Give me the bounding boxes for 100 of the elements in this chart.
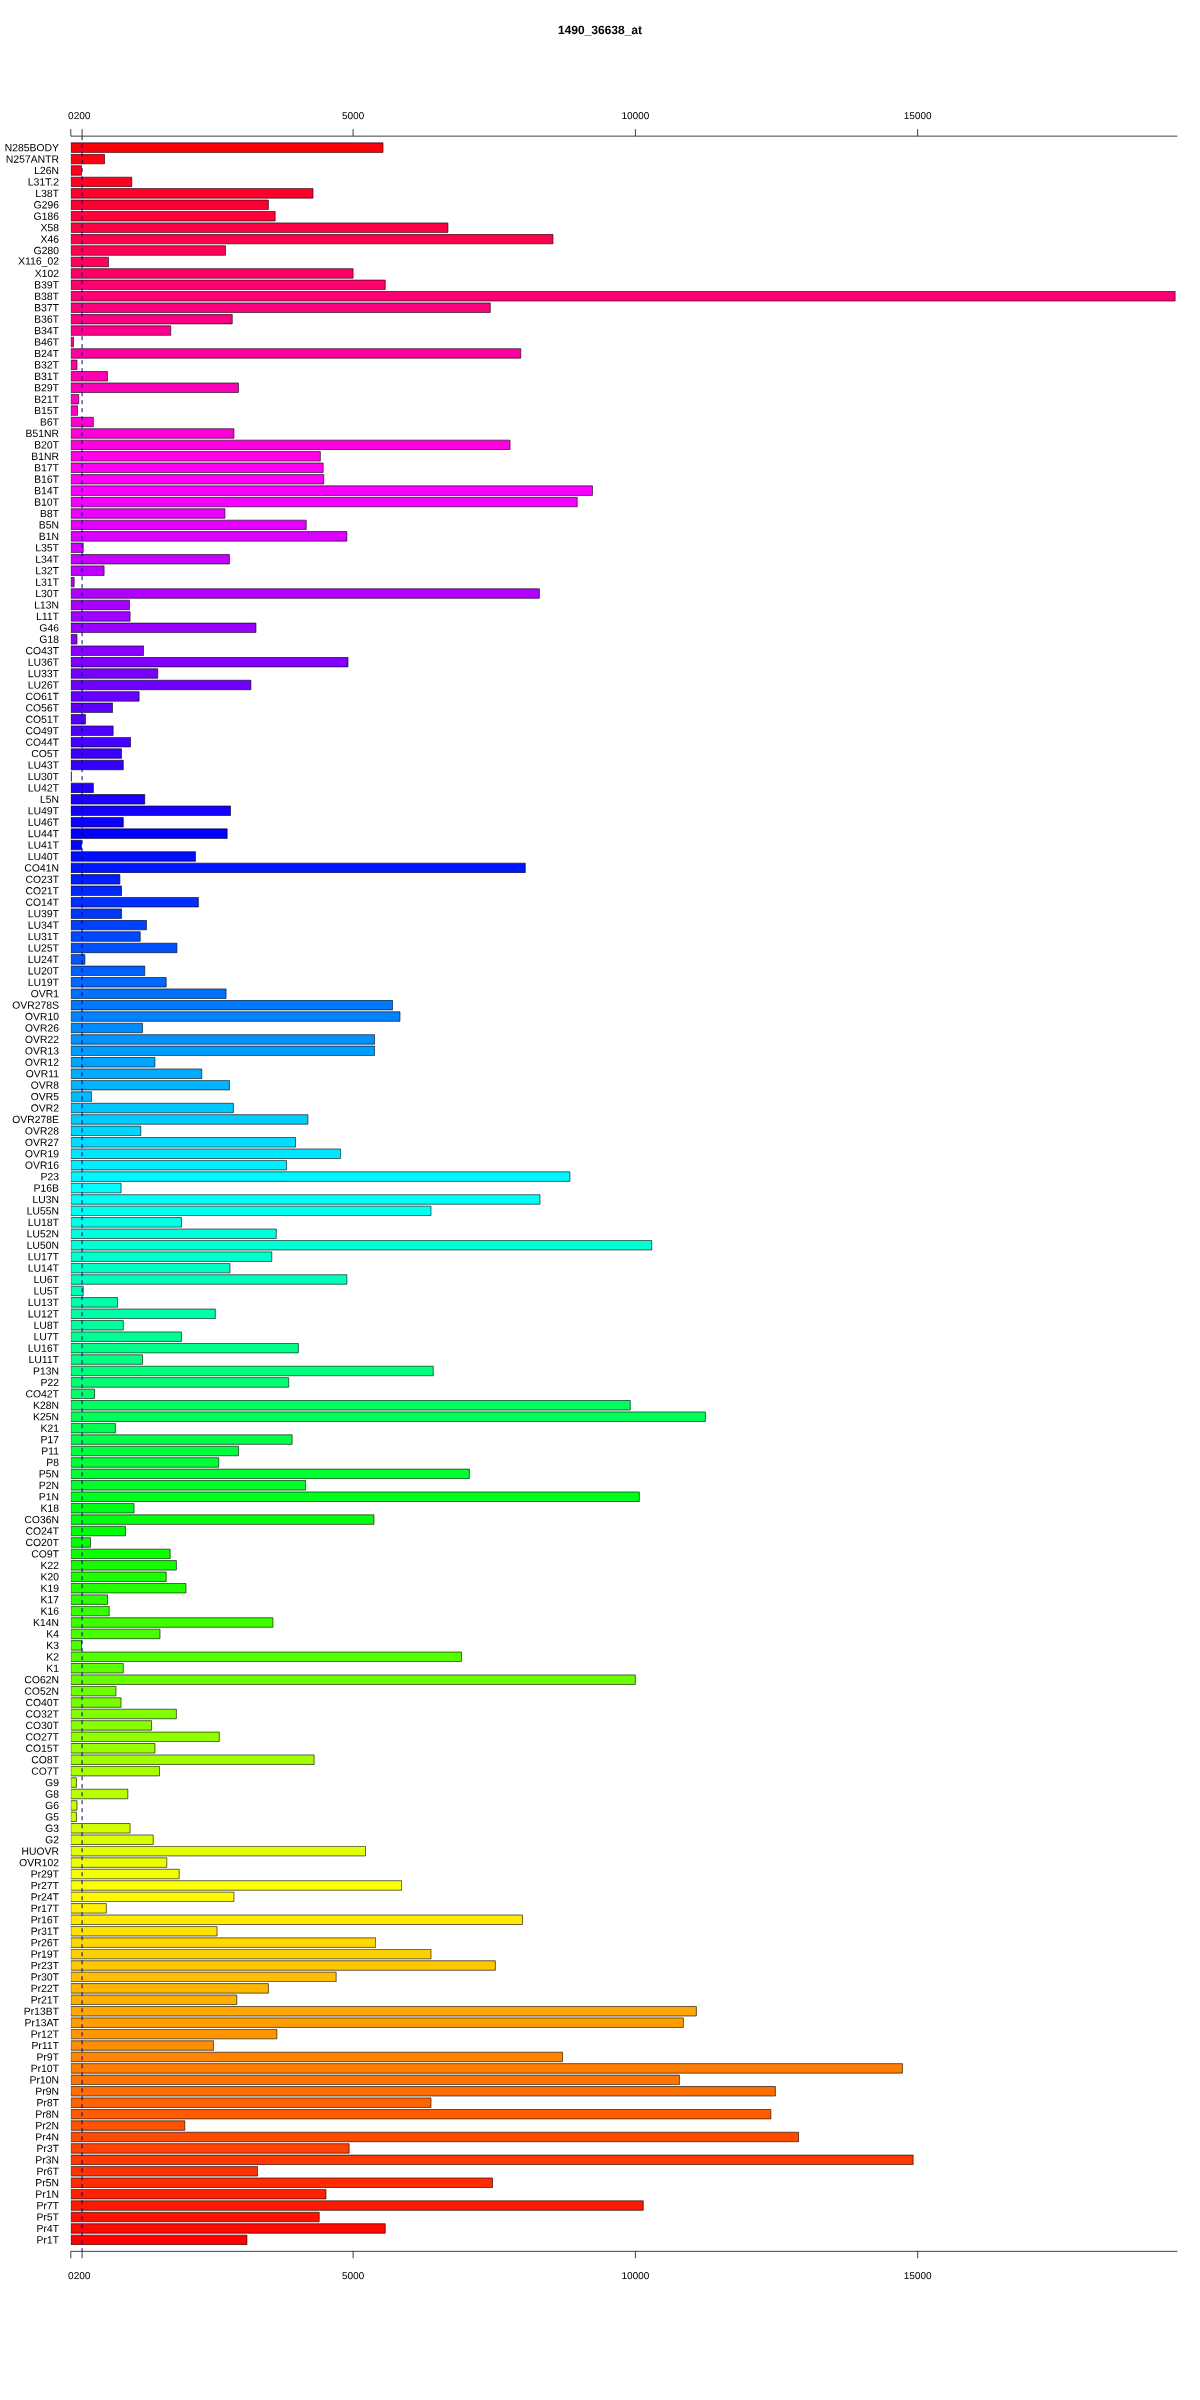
y-tick-label: Pr3T xyxy=(37,2144,59,2153)
y-tick-label: Pr27T xyxy=(31,1881,59,1890)
y-tick-label: B10T xyxy=(35,498,59,506)
y-tick-label: LU50N xyxy=(27,1241,59,1249)
y-tick-label: X116_02 xyxy=(18,257,59,267)
y-tick-label: Pr1T xyxy=(37,2236,59,2244)
y-tick-label: CO32T xyxy=(26,1710,59,1718)
x-tick-label: 10000 xyxy=(622,112,649,120)
y-tick-label: OVR13 xyxy=(25,1047,59,1055)
y-tick-label: Pr22T xyxy=(31,1984,59,1992)
y-tick-label: P23 xyxy=(41,1172,59,1181)
y-tick-label: K22 xyxy=(41,1561,59,1569)
y-tick-label: LU25T xyxy=(28,944,59,952)
y-tick-label: Pr9N xyxy=(36,2087,59,2095)
y-tick-label: OVR1 xyxy=(31,990,59,998)
y-tick-label: B17T xyxy=(35,464,59,472)
y-tick-label: LU18T xyxy=(28,1218,59,1227)
y-tick-label: B29T xyxy=(35,384,59,392)
y-tick-label: Pr17T xyxy=(31,1904,59,1912)
y-tick-label: CO51T xyxy=(26,715,59,723)
y-tick-label: L31T xyxy=(36,578,59,586)
y-tick-label: Pr3N xyxy=(36,2156,59,2164)
y-tick-label: CO40T xyxy=(26,1698,59,1707)
y-tick-label: B51NR xyxy=(26,429,59,438)
y-tick-label: CO15T xyxy=(26,1744,59,1752)
y-tick-label: Pr10N xyxy=(30,2076,59,2084)
y-tick-label: LU49T xyxy=(28,807,59,815)
y-tick-label: L35T xyxy=(36,544,59,552)
y-tick-label: LU33T xyxy=(28,669,59,678)
y-tick-label: L30T xyxy=(36,589,59,598)
y-tick-label: G18 xyxy=(39,635,59,643)
y-tick-label: Pr8T xyxy=(37,2099,59,2107)
y-tick-label: LU16T xyxy=(28,1344,59,1352)
y-tick-label: Pr4N xyxy=(36,2133,59,2141)
y-tick-label: K3 xyxy=(47,1641,59,1650)
y-tick-label: B8T xyxy=(40,509,59,518)
y-tick-label: P1N xyxy=(39,1493,59,1501)
y-tick-label: P8 xyxy=(47,1458,59,1467)
y-tick-label: CO42T xyxy=(26,1390,59,1398)
y-tick-label: B1NR xyxy=(32,452,59,460)
y-tick-label: Pr8N xyxy=(36,2110,59,2118)
y-tick-label: CO56T xyxy=(26,704,59,712)
y-tick-label: OVR102 xyxy=(19,1858,59,1867)
y-tick-label: CO21T xyxy=(26,887,59,895)
y-tick-label: L34T xyxy=(36,555,59,563)
y-tick-label: K17 xyxy=(41,1596,59,1604)
y-tick-label: P17 xyxy=(41,1436,59,1444)
y-tick-label: P2N xyxy=(39,1481,59,1489)
y-tick-label: LU42T xyxy=(28,784,59,792)
y-tick-label: G6 xyxy=(45,1801,59,1810)
y-tick-label: Pr4T xyxy=(37,2224,59,2233)
y-tick-label: G3 xyxy=(45,1824,59,1832)
y-tick-label: OVR11 xyxy=(26,1070,59,1078)
y-tick-label: LU14T xyxy=(28,1264,59,1272)
y-tick-label: Pr29T xyxy=(31,1870,59,1878)
y-tick-label: OVR278S xyxy=(12,1001,59,1009)
y-tick-label: LU36T xyxy=(28,658,59,666)
y-tick-label: LU5T xyxy=(34,1287,59,1295)
y-tick-label: CO8T xyxy=(31,1756,59,1764)
y-tick-label: Pr12T xyxy=(31,2030,59,2038)
y-tick-label: K21 xyxy=(41,1424,59,1432)
y-tick-label: K19 xyxy=(41,1584,59,1592)
y-tick-label: K2 xyxy=(47,1653,59,1661)
x-tick-label: 200 xyxy=(74,112,91,120)
y-tick-label: LU8T xyxy=(34,1321,59,1329)
y-tick-label: LU11T xyxy=(29,1355,59,1364)
y-tick-label: B39T xyxy=(35,281,59,289)
y-tick-label: G2 xyxy=(45,1836,59,1844)
y-tick-label: CO61T xyxy=(26,692,59,701)
y-tick-label: K1 xyxy=(47,1664,59,1672)
y-tick-label: OVR8 xyxy=(31,1081,59,1089)
y-tick-label: OVR27 xyxy=(25,1138,59,1146)
y-tick-label: P22 xyxy=(41,1378,59,1387)
y-tick-label: B31T xyxy=(35,372,59,380)
y-tick-label: B32T xyxy=(35,361,59,369)
y-tick-label: B46T xyxy=(35,338,59,346)
y-tick-label: Pr13AT xyxy=(25,2018,59,2027)
y-tick-label: CO52N xyxy=(24,1687,59,1695)
y-tick-label: G280 xyxy=(34,246,59,255)
y-tick-label: Pr23T xyxy=(31,1961,59,1970)
x-tick-label: 5000 xyxy=(342,112,364,120)
y-tick-label: G8 xyxy=(45,1790,59,1798)
y-tick-label: CO30T xyxy=(26,1721,59,1730)
y-tick-label: LU52N xyxy=(27,1230,59,1238)
y-tick-label: N285BODY xyxy=(5,143,59,152)
y-tick-label: Pr5T xyxy=(37,2213,59,2221)
y-tick-label: G46 xyxy=(39,624,59,632)
y-tick-label: Pr24T xyxy=(31,1893,59,1901)
y-tick-label: Pr13BT xyxy=(24,2007,59,2015)
y-tick-label: B6T xyxy=(40,418,59,426)
y-tick-label: B21T xyxy=(35,395,59,403)
y-tick-label: Pr26T xyxy=(31,1938,59,1947)
y-tick-label: L32T xyxy=(36,566,59,575)
y-tick-label: Pr11T xyxy=(32,2041,59,2050)
y-tick-label: P13N xyxy=(33,1367,59,1375)
x2-tick-label: 0 xyxy=(68,2272,74,2280)
y-tick-label: Pr21T xyxy=(31,1996,59,2004)
y-tick-label: CO43T xyxy=(26,647,59,655)
y-tick-label: LU17T xyxy=(28,1253,59,1261)
y-tick-label: CO41N xyxy=(24,864,59,872)
